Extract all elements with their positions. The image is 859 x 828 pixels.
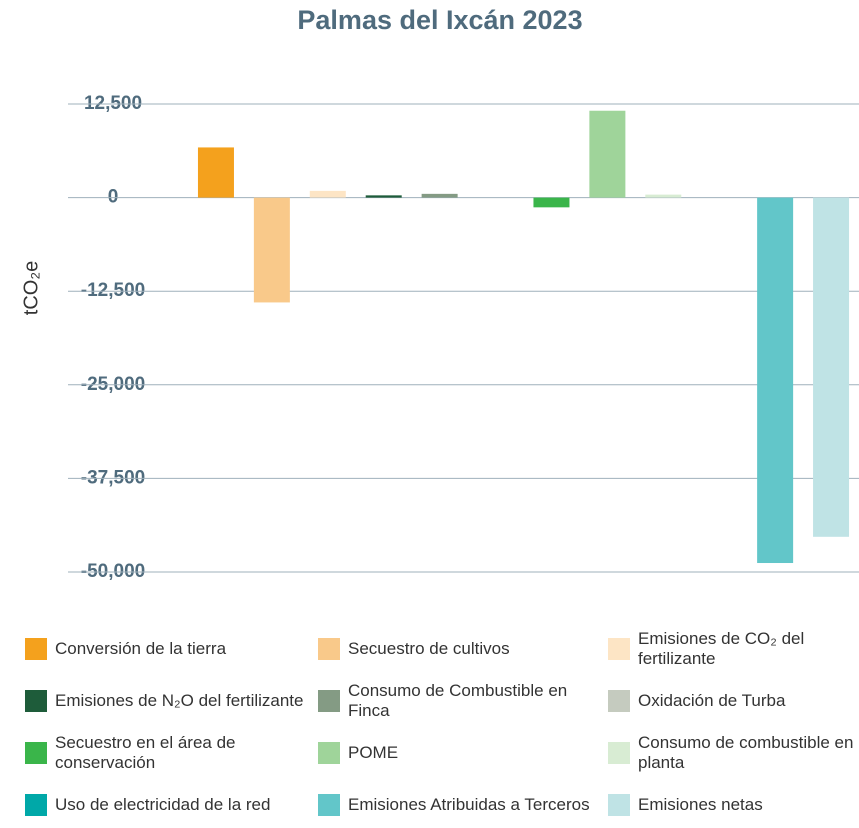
- bar: [421, 193, 458, 198]
- bar: [813, 197, 850, 537]
- bar: [533, 197, 570, 208]
- legend-label: Conversión de la tierra: [55, 639, 227, 658]
- bar: [757, 197, 794, 564]
- legend-label: Secuestro en el área de conservación: [55, 733, 236, 772]
- legend-label: Consumo de combustible en planta: [638, 733, 854, 772]
- legend-label: Secuestro de cultivos: [348, 639, 510, 658]
- bar: [309, 190, 346, 198]
- legend-label: Oxidación de Turba: [638, 691, 786, 710]
- legend-label: Consumo de Combustible en Finca: [348, 681, 568, 720]
- legend-item: Emisiones de N₂O del fertilizante: [25, 678, 318, 724]
- legend-swatch: [608, 742, 630, 764]
- legend-item: POME: [318, 730, 608, 776]
- chart: Palmas del Ixcán 2023 tCO₂e 12,5000-12,5…: [20, 5, 859, 582]
- legend-swatch: [25, 742, 47, 764]
- bar: [589, 110, 626, 198]
- bar: [253, 197, 290, 303]
- legend-item: Secuestro de cultivos: [318, 626, 608, 672]
- legend-swatch: [25, 794, 47, 816]
- legend-swatch: [608, 794, 630, 816]
- legend-swatch: [318, 638, 340, 660]
- legend-item: Emisiones netas: [608, 782, 855, 828]
- legend-label: POME: [348, 743, 399, 762]
- legend-item: Oxidación de Turba: [608, 678, 855, 724]
- bar: [365, 195, 402, 198]
- legend-item: Emisiones Atribuidas a Terceros: [318, 782, 608, 828]
- legend-item: Emisiones de CO₂ del fertilizante: [608, 626, 855, 672]
- legend-label: Uso de electricidad de la red: [55, 795, 271, 814]
- legend-label: Emisiones de CO₂ del fertilizante: [638, 629, 805, 668]
- bar: [197, 147, 234, 198]
- legend-swatch: [25, 690, 47, 712]
- legend-label: Emisiones Atribuidas a Terceros: [348, 795, 590, 814]
- legend-item: Conversión de la tierra: [25, 626, 318, 672]
- legend-item: Uso de electricidad de la red: [25, 782, 318, 828]
- legend-swatch: [318, 742, 340, 764]
- legend-swatch: [608, 690, 630, 712]
- y-axis-label: tCO₂e: [20, 261, 42, 315]
- legend-item: Consumo de combustible en planta: [608, 730, 855, 776]
- legend-swatch: [25, 638, 47, 660]
- legend-label: Emisiones netas: [638, 795, 763, 814]
- legend-swatch: [318, 794, 340, 816]
- legend-label: Emisiones de N₂O del fertilizante: [55, 691, 304, 710]
- legend-swatch: [318, 690, 340, 712]
- legend-swatch: [608, 638, 630, 660]
- bar: [645, 194, 682, 198]
- legend-item: Secuestro en el área de conservación: [25, 730, 318, 776]
- chart-title: Palmas del Ixcán 2023: [297, 5, 582, 35]
- legend: Conversión de la tierra Secuestro de cult…: [25, 626, 855, 828]
- legend-item: Consumo de Combustible en Finca: [318, 678, 608, 724]
